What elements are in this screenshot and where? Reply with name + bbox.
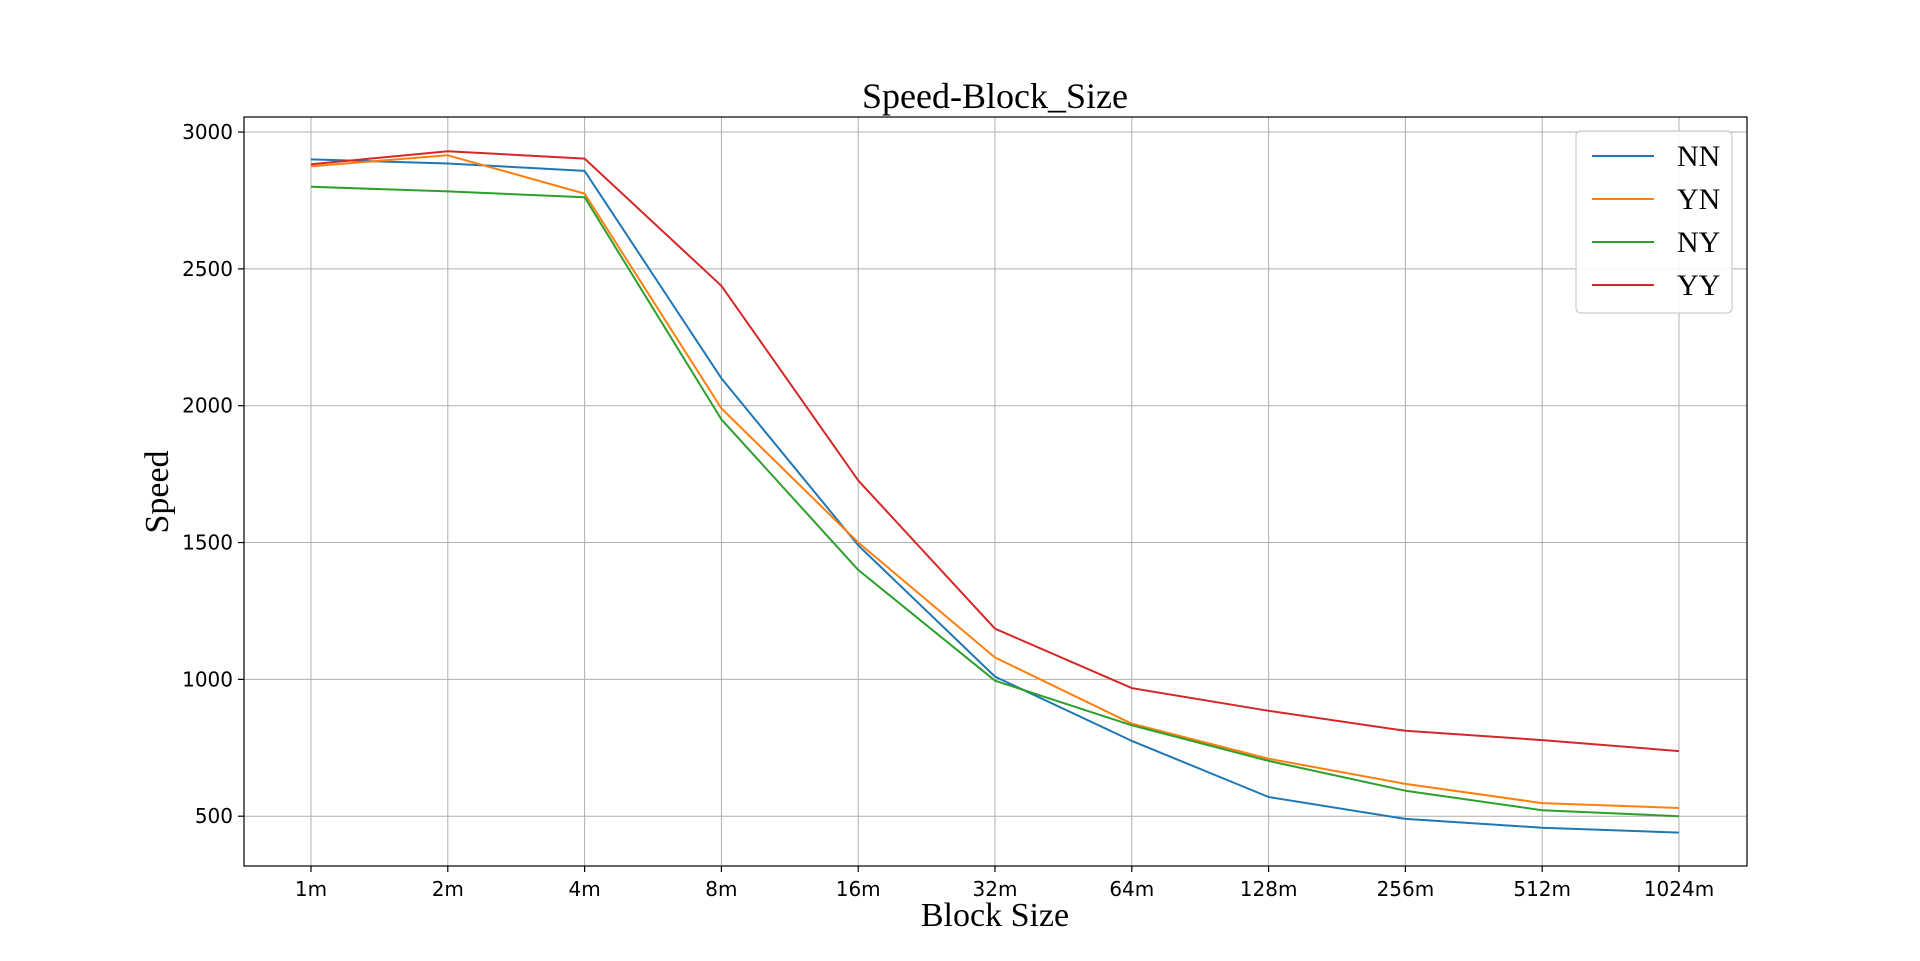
y-axis-title: Speed [139,450,176,533]
x-tick-label: 64m [1109,877,1154,901]
x-tick-label: 1024m [1644,877,1714,901]
y-tick-label: 2000 [182,394,233,418]
x-tick-label: 32m [973,877,1018,901]
x-axis-title: Block Size [921,897,1069,934]
chart-title: Speed-Block_Size [862,76,1128,116]
y-tick-label: 1500 [182,531,233,555]
legend-label-yy: YY [1677,269,1720,302]
legend-box [1575,130,1733,314]
x-tick-label: 4m [568,877,600,901]
y-tick-label: 500 [195,804,233,828]
x-tick-label: 128m [1240,877,1298,901]
x-tick-label: 16m [836,877,881,901]
legend-label-ny: NY [1677,226,1720,259]
x-tick-label: 1m [295,877,327,901]
x-tick-label: 256m [1377,877,1435,901]
y-tick-label: 1000 [182,667,233,691]
y-axis-ticks: 500 1000 1500 2000 2500 3000 [182,120,244,828]
x-axis-ticks: 1m 2m 4m 8m 16m 32m 64m 128m 256m 512m 1024m [295,866,1714,901]
y-tick-label: 2500 [182,257,233,281]
legend: NN YN NY YY [1575,130,1733,314]
legend-label-yn: YN [1677,183,1720,216]
x-tick-label: 512m [1513,877,1571,901]
x-tick-label: 2m [432,877,464,901]
series-lines [310,150,1680,834]
series-line-nn [310,158,1680,834]
y-tick-label: 3000 [182,120,233,144]
x-tick-label: 8m [705,877,737,901]
grid-lines [244,117,1747,866]
series-line-yy [310,150,1680,753]
series-line-yn [310,154,1680,809]
legend-label-nn: NN [1677,140,1720,173]
series-line-ny [310,185,1680,818]
